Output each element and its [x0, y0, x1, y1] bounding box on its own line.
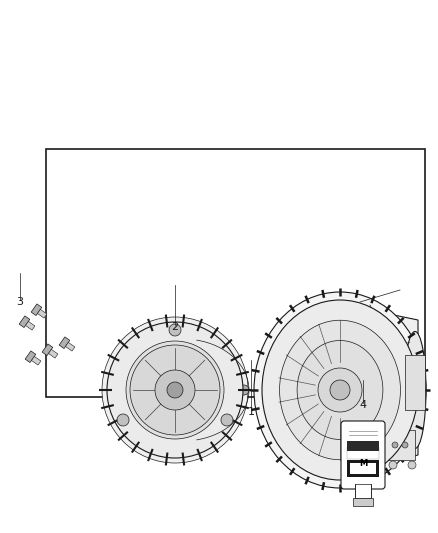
- Circle shape: [351, 461, 359, 469]
- Text: 1: 1: [247, 407, 254, 417]
- Polygon shape: [25, 351, 36, 362]
- Polygon shape: [19, 316, 30, 328]
- Bar: [347, 460, 379, 478]
- Ellipse shape: [297, 341, 383, 440]
- Circle shape: [155, 370, 195, 410]
- Polygon shape: [345, 305, 418, 475]
- Bar: [347, 441, 379, 451]
- Polygon shape: [32, 357, 41, 365]
- Circle shape: [408, 461, 416, 469]
- Ellipse shape: [404, 332, 426, 448]
- FancyBboxPatch shape: [341, 421, 385, 489]
- Ellipse shape: [254, 292, 426, 488]
- Polygon shape: [38, 309, 47, 318]
- Bar: [347, 447, 379, 459]
- Bar: [350, 463, 376, 473]
- Ellipse shape: [107, 322, 243, 458]
- Ellipse shape: [126, 341, 224, 439]
- Polygon shape: [31, 304, 42, 316]
- Polygon shape: [42, 344, 53, 356]
- Circle shape: [135, 334, 145, 344]
- Ellipse shape: [279, 320, 400, 460]
- Bar: [355, 484, 371, 498]
- Bar: [380, 375, 398, 393]
- Ellipse shape: [130, 345, 220, 435]
- Ellipse shape: [102, 317, 248, 463]
- Circle shape: [392, 442, 398, 448]
- Polygon shape: [65, 342, 75, 351]
- Polygon shape: [59, 337, 70, 349]
- Bar: [360, 430, 415, 460]
- Polygon shape: [25, 321, 35, 330]
- Polygon shape: [49, 350, 58, 358]
- Bar: [353, 498, 373, 506]
- Circle shape: [239, 385, 249, 395]
- Circle shape: [377, 442, 383, 448]
- Circle shape: [221, 414, 233, 426]
- Bar: [405, 355, 425, 410]
- Circle shape: [117, 414, 129, 426]
- Text: 3: 3: [17, 297, 24, 307]
- Text: 4: 4: [360, 400, 367, 410]
- Circle shape: [169, 324, 181, 336]
- Circle shape: [330, 380, 350, 400]
- Text: 2: 2: [171, 322, 179, 332]
- Circle shape: [318, 368, 362, 412]
- Circle shape: [389, 461, 397, 469]
- Bar: [46, 149, 425, 397]
- Ellipse shape: [262, 300, 418, 480]
- Circle shape: [362, 442, 368, 448]
- Circle shape: [135, 436, 145, 446]
- Circle shape: [370, 461, 378, 469]
- Circle shape: [167, 382, 183, 398]
- Circle shape: [402, 442, 408, 448]
- Text: M: M: [359, 459, 367, 468]
